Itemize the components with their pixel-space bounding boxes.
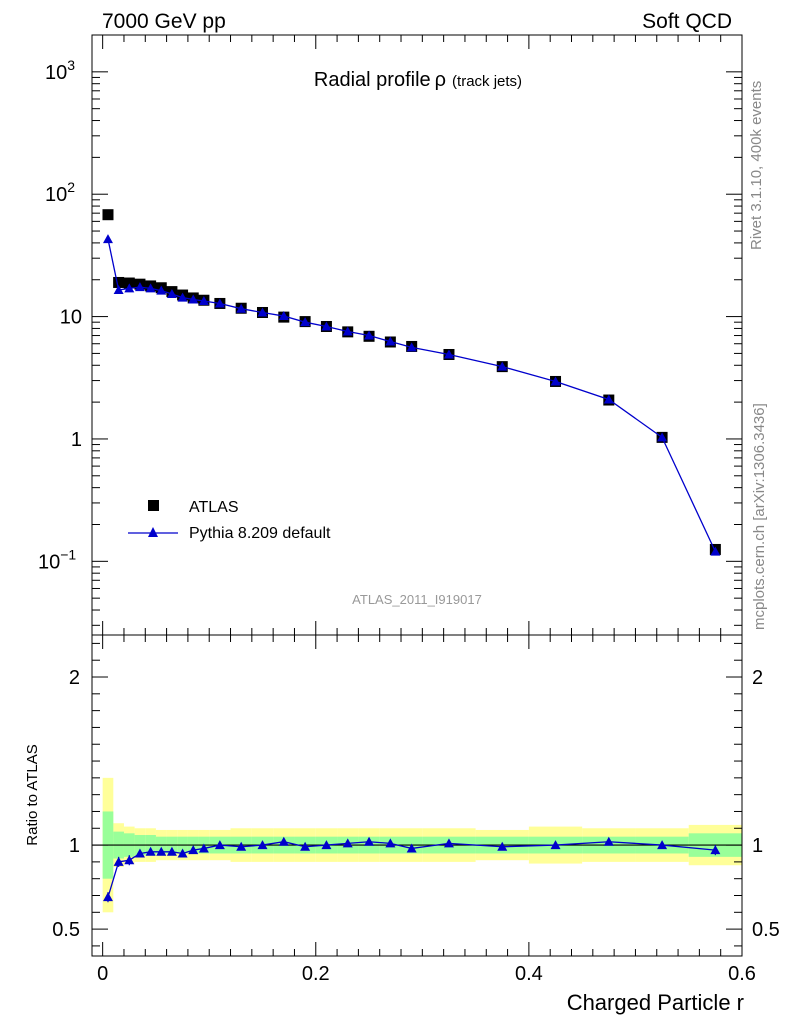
ratio-pythia-point [177,848,188,858]
atlas-point [102,209,114,221]
ratio-pythia-point [236,841,247,851]
pythia-point [342,326,353,336]
pythia-point [145,283,156,293]
x-tick-label: 0.4 [515,963,543,985]
pythia-point [710,546,721,556]
pythia-point [166,288,177,298]
ratio-pythia-point [300,841,311,851]
atlas-point [113,276,125,288]
ratio-pythia-point [443,838,454,848]
legend-atlas-marker [148,500,159,511]
pythia-point [497,361,508,371]
y-tick-label: 1 [71,429,82,451]
pythia-point [603,394,614,404]
x-axis-title: Charged Particle r [567,990,744,1015]
ratio-pythia-point [321,840,332,850]
pythia-point [657,432,668,442]
x-tick-label: 0.6 [728,963,756,985]
y-tick-label: 102 [45,179,75,206]
pythia-point [257,307,268,317]
pythia-point [385,336,396,346]
pythia-point [188,294,199,304]
pythia-point [321,321,332,331]
chart-title-symbol: ρ [435,69,446,91]
ratio-y-tick-label-right: 2 [752,667,763,689]
ratio-y-tick-label: 0.5 [52,919,80,941]
y-tick-label: 10−1 [38,546,76,573]
ratio-pythia-point [113,856,124,866]
x-tick-label: 0.2 [302,963,330,985]
x-tick-label: 0 [97,963,108,985]
legend-pythia-marker [148,527,158,537]
ratio-pythia-point [550,840,561,850]
pythia-point [300,317,311,327]
atlas-point [123,277,135,289]
ratio-pythia-point [102,892,113,902]
ratio-pythia-point [257,840,268,850]
ratio-pythia-point [497,841,508,851]
ratio-panel-frame [91,634,743,957]
pythia-point [156,285,167,295]
ratio-pythia-point [657,840,668,850]
main-panel-frame [91,34,743,636]
analysis-watermark: ATLAS_2011_I919017 [352,592,482,607]
chart-title: Radial profile ρ (track jets) [314,69,522,91]
pythia-point [198,296,209,306]
ratio-pythia-point [188,845,199,855]
mcplots-label: mcplots.cern.ch [arXiv:1306.3436] [751,403,768,630]
pythia-point [443,349,454,359]
ratio-y-tick-label: 1 [69,835,80,857]
legend: ATLAS Pythia 8.209 default [128,499,331,542]
ratio-pythia-point [134,848,145,858]
pythia-point [550,376,561,386]
ratio-y-tick-label: 2 [69,667,80,689]
ratio-pythia-point [278,836,289,846]
pythia-point [102,234,113,244]
pythia-point [278,311,289,321]
pythia-point [406,342,417,352]
ratio-pythia-point [145,846,156,856]
ratio-pythia-point [342,838,353,848]
rivet-label: Rivet 3.1.10, 400k events [748,81,765,250]
ratio-pythia-point [214,840,225,850]
pythia-point [214,298,225,308]
ratio-uncertainty-bands [92,777,742,913]
main-plot-series [102,209,721,556]
ratio-y-tick-label-right: 0.5 [752,919,780,941]
legend-pythia-label: Pythia 8.209 default [189,525,331,542]
ratio-pythia-point [603,836,614,846]
ratio-pythia-point [364,836,375,846]
ratio-pythia-point [710,845,721,855]
ratio-y-axis-label: Ratio to ATLAS [24,744,41,845]
legend-atlas-label: ATLAS [189,499,239,516]
ratio-pythia-point [385,838,396,848]
ratio-plot-series [102,836,721,903]
ratio-y-tick-label-right: 1 [752,835,763,857]
pythia-point [177,292,188,302]
ratio-pythia-point [198,843,209,853]
pythia-point [134,282,145,292]
pythia-point [236,303,247,313]
ratio-pythia-point [156,846,167,856]
ratio-pythia-point [406,843,417,853]
y-tick-label: 103 [45,57,75,84]
header-left: 7000 GeV pp [102,10,226,33]
header-right: Soft QCD [642,10,732,33]
pythia-point [364,330,375,340]
ratio-pythia-point [166,846,177,856]
pythia-point [113,284,124,294]
y-tick-label: 10 [60,307,82,329]
chart-title-note: (track jets) [452,73,522,90]
chart-title-main: Radial profile [314,69,431,91]
pythia-point [124,283,135,293]
ratio-pythia-point [124,855,135,865]
